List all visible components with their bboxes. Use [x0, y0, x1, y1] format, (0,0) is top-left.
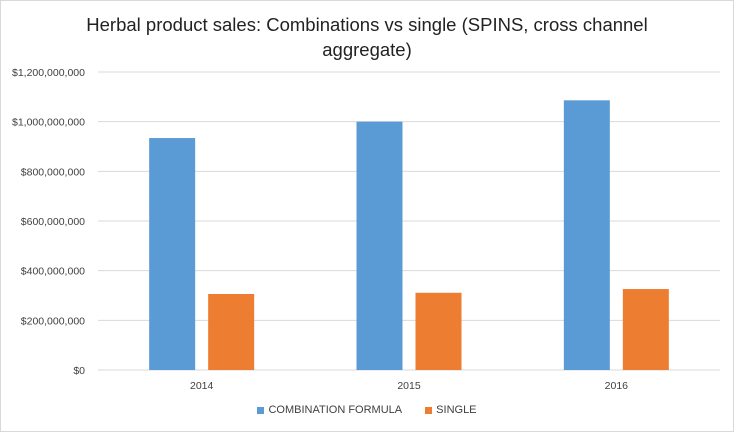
y-tick-label: $800,000,000 [21, 166, 85, 178]
legend-item-single: SINGLE [425, 404, 477, 416]
y-tick-label: $400,000,000 [21, 266, 85, 278]
chart-title-line-1: Herbal product sales: Combinations vs si… [86, 14, 648, 35]
bar-combination-2014 [149, 138, 196, 370]
legend-swatch-combination [257, 406, 265, 414]
legend-item-combination: COMBINATION FORMULA [257, 404, 402, 416]
bar-combination-2015 [356, 121, 403, 371]
bar-single-2014 [208, 294, 255, 370]
y-tick-label: $200,000,000 [21, 315, 85, 327]
bar-single-2016 [622, 289, 669, 370]
x-tick-label: 2015 [397, 380, 421, 392]
chart-title-line-2: aggregate) [322, 39, 412, 60]
bar-single-2015 [415, 292, 462, 370]
legend-swatch-single [425, 406, 433, 414]
y-tick-label: $1,200,000,000 [12, 67, 85, 79]
x-tick-label: 2014 [190, 380, 214, 392]
y-tick-label: $600,000,000 [21, 216, 85, 228]
legend: COMBINATION FORMULA SINGLE [0, 404, 734, 417]
legend-label-single: SINGLE [436, 404, 477, 416]
y-tick-label: $1,000,000,000 [12, 117, 85, 129]
y-tick-label: $0 [73, 365, 85, 377]
bar-combination-2016 [563, 100, 610, 370]
legend-label-combination: COMBINATION FORMULA [268, 404, 403, 416]
chart-title: Herbal product sales: Combinations vs si… [0, 12, 734, 62]
x-tick-label: 2016 [605, 380, 629, 392]
